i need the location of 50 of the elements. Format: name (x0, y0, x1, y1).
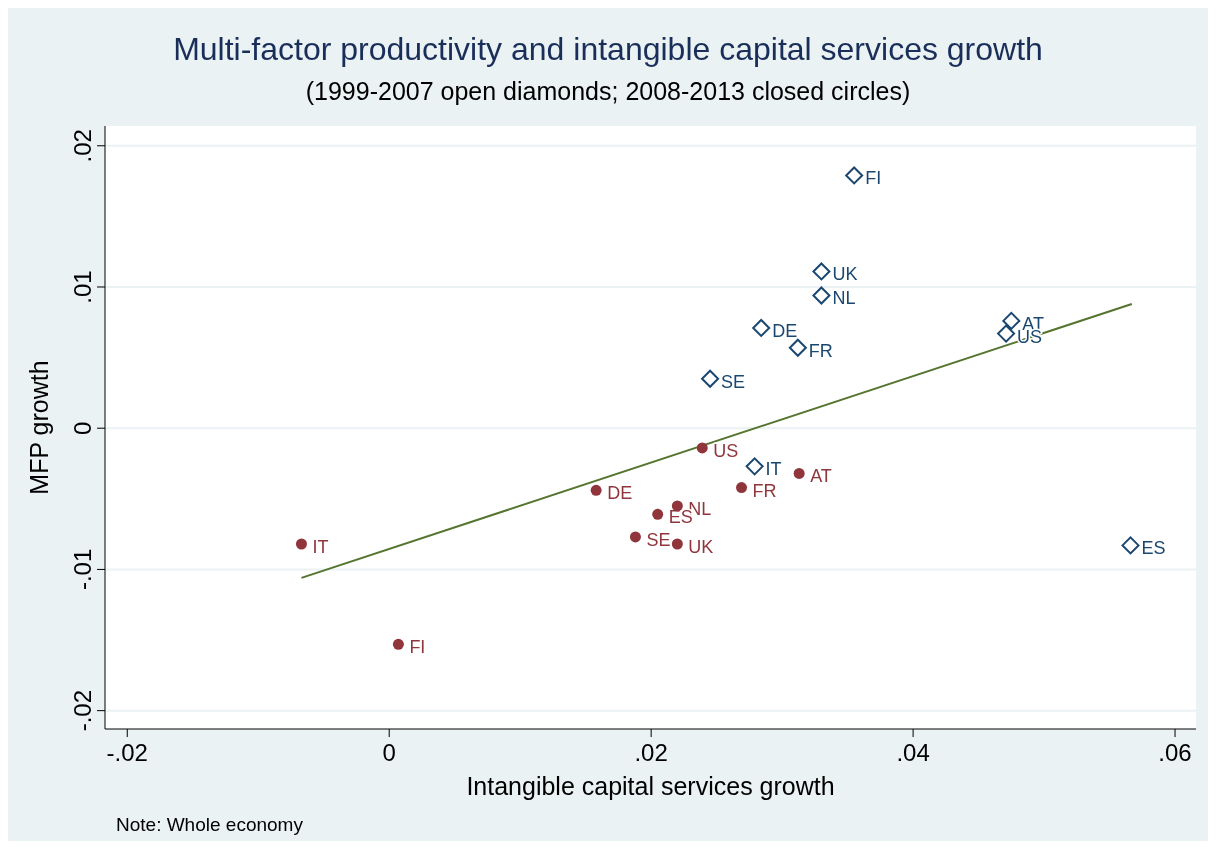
point (590, 484, 602, 496)
annotation: FI (409, 637, 426, 658)
y-tick-label: .01 (69, 270, 96, 304)
point (745, 457, 764, 476)
point (671, 538, 683, 550)
annotation: IT (312, 537, 329, 557)
point (736, 482, 748, 494)
point (696, 442, 708, 454)
y-tick-label: .02 (69, 129, 96, 163)
point (788, 338, 807, 357)
point (1002, 311, 1021, 330)
x-tick-label: 0 (382, 739, 396, 766)
y-tick-label: -.02 (69, 689, 96, 732)
text: Note: Whole economy (116, 814, 304, 835)
annotation: IT (765, 459, 782, 480)
annotation: US (713, 440, 739, 461)
x-tick-label: .04 (896, 739, 930, 766)
point (793, 467, 805, 479)
point (629, 531, 641, 543)
annotation: SE (646, 529, 671, 550)
annotation: NL (832, 288, 856, 309)
point (1121, 536, 1140, 555)
point (652, 508, 664, 520)
annotation: DE (607, 483, 633, 504)
chart-title: Multi-factor productivity and intangible capital services growth (173, 31, 1043, 67)
annotation: FR (808, 340, 833, 361)
x-tick-label: .06 (1158, 739, 1192, 766)
annotation: FR (752, 480, 777, 501)
y-tick-label: -.01 (69, 548, 96, 591)
point (997, 324, 1016, 343)
annotation: FI (865, 168, 882, 189)
point (392, 638, 404, 650)
x-tick-label: -.02 (106, 739, 148, 766)
x-tick-label: .02 (634, 739, 668, 766)
annotation: UK (832, 264, 858, 285)
point (701, 369, 720, 388)
point (845, 166, 864, 185)
annotation: AT (810, 466, 832, 487)
annotation: UK (688, 537, 714, 557)
point (752, 318, 771, 337)
y-tick-label: 0 (69, 421, 96, 435)
x-axis-title: Intangible capital services growth (466, 772, 835, 800)
chart-subtitle: (1999-2007 open diamonds; 2008-2013 closed circles) (305, 77, 911, 105)
point (812, 286, 831, 305)
point (295, 538, 307, 550)
annotation: ES (1141, 538, 1166, 559)
y-axis-title: MFP growth (25, 360, 53, 495)
annotation: SE (721, 371, 746, 392)
point (812, 262, 831, 281)
annotation: DE (772, 320, 798, 341)
